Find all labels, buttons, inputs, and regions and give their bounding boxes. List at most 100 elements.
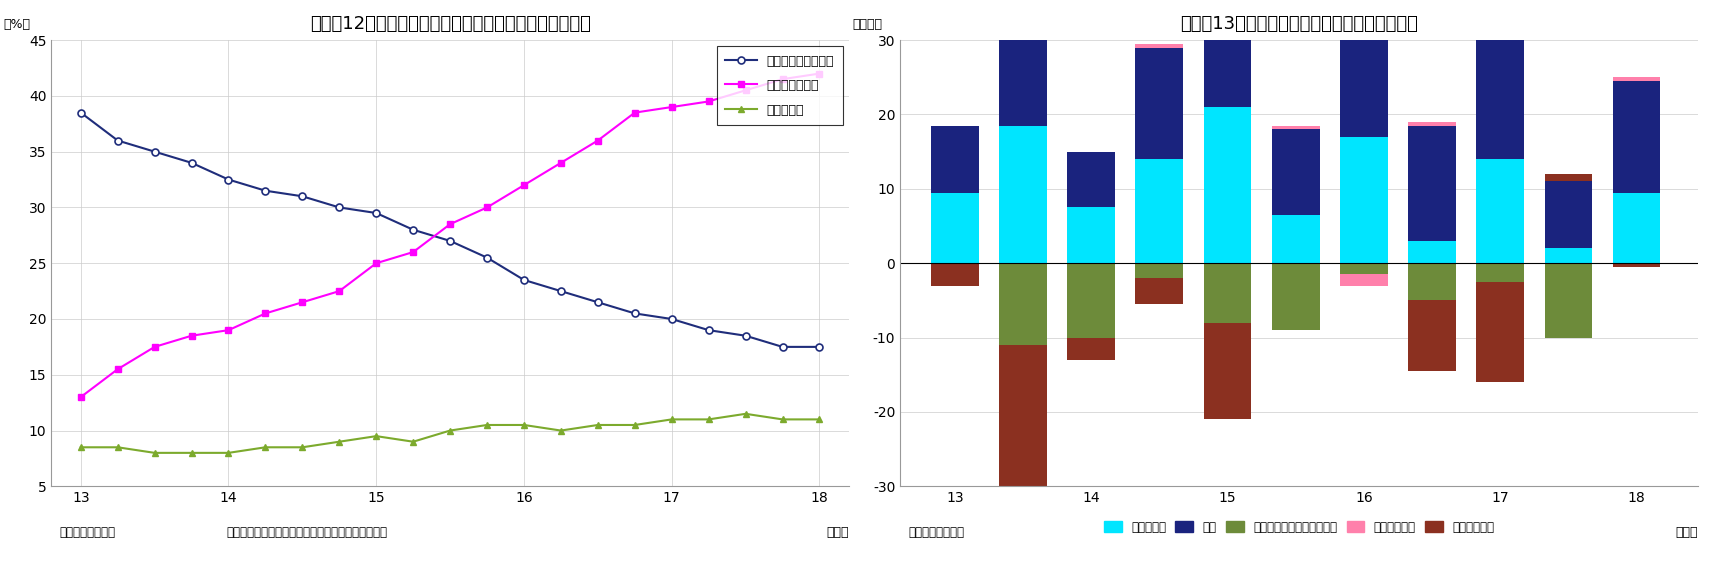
Bar [1271, 215, 1319, 263]
預金取扱機関シェア [514, 276, 534, 283]
Bar [1612, 81, 1660, 193]
預金取扱機関シェア [367, 210, 387, 217]
日本銀行シェア [440, 221, 461, 228]
預金取扱機関シェア [329, 204, 349, 211]
海外シェア [108, 444, 128, 451]
Bar [1136, 159, 1184, 263]
預金取扱機関シェア [476, 254, 497, 261]
日本銀行シェア [218, 326, 238, 333]
預金取扱機関シェア [218, 176, 238, 183]
Bar [1477, 282, 1525, 382]
日本銀行シェア [476, 204, 497, 211]
預金取扱機関シェア [403, 226, 423, 233]
海外シェア [588, 422, 608, 429]
日本銀行シェア [70, 394, 91, 401]
Bar [1545, 248, 1593, 263]
Title: （図表13）国内銀行の資金フロー（主な資産）: （図表13）国内銀行の資金フロー（主な資産） [1180, 15, 1418, 33]
海外シェア [809, 416, 829, 423]
Bar [1408, 263, 1456, 300]
Bar [1136, 47, 1184, 159]
Bar [1340, 274, 1388, 286]
Bar [1408, 122, 1456, 126]
海外シェア [182, 449, 202, 456]
日本銀行シェア [108, 366, 128, 373]
Bar [1067, 338, 1115, 360]
Text: （兆円）: （兆円） [853, 18, 882, 31]
Bar [1067, 152, 1115, 207]
預金取扱機関シェア [293, 193, 313, 200]
Bar [930, 193, 978, 263]
日本銀行シェア [403, 249, 423, 256]
預金取扱機関シェア [182, 159, 202, 166]
日本銀行シェア [367, 260, 387, 267]
海外シェア [773, 416, 793, 423]
Bar [1408, 300, 1456, 371]
Bar [1067, 263, 1115, 338]
預金取扱機関シェア [773, 343, 793, 350]
Bar [1340, 0, 1388, 137]
海外シェア [70, 444, 91, 451]
Bar [1408, 241, 1456, 263]
海外シェア [699, 416, 719, 423]
海外シェア [218, 449, 238, 456]
Bar [1271, 263, 1319, 330]
Bar [1477, 263, 1525, 282]
海外シェア [625, 422, 646, 429]
日本銀行シェア [661, 103, 682, 110]
Line: 日本銀行シェア: 日本銀行シェア [77, 70, 822, 401]
預金取扱機関シェア [70, 109, 91, 116]
預金取扱機関シェア [440, 238, 461, 245]
海外シェア [329, 438, 349, 445]
Bar [1408, 126, 1456, 241]
Bar [1477, 159, 1525, 263]
Text: （注）国債は、国庫短期証券と国債・財投債の合計: （注）国債は、国庫短期証券と国債・財投債の合計 [226, 527, 387, 540]
Line: 海外シェア: 海外シェア [77, 411, 822, 456]
Bar [1271, 129, 1319, 215]
日本銀行シェア [588, 137, 608, 144]
Bar [1340, 263, 1388, 274]
Bar [999, 0, 1047, 126]
Legend: 現金・預金, 貸出, 国債（国庫短期証券含む）, 株式等・投信, 対外証券投資: 現金・預金, 貸出, 国債（国庫短期証券含む）, 株式等・投信, 対外証券投資 [1100, 516, 1499, 538]
預金取扱機関シェア [550, 287, 570, 294]
海外シェア [293, 444, 313, 451]
Line: 預金取扱機関シェア: 預金取扱機関シェア [77, 109, 822, 350]
海外シェア [403, 438, 423, 445]
Bar [1136, 44, 1184, 47]
海外シェア [144, 449, 164, 456]
Bar [1545, 263, 1593, 338]
Legend: 預金取扱機関シェア, 日本銀行シェア, 海外シェア: 預金取扱機関シェア, 日本銀行シェア, 海外シェア [716, 46, 843, 126]
日本銀行シェア [550, 159, 570, 166]
預金取扱機関シェア [625, 310, 646, 317]
預金取扱機関シェア [108, 137, 128, 144]
海外シェア [514, 422, 534, 429]
日本銀行シェア [699, 98, 719, 105]
Bar [1271, 126, 1319, 129]
Bar [999, 126, 1047, 263]
海外シェア [476, 422, 497, 429]
Text: （資料）日本銀行: （資料）日本銀行 [60, 527, 115, 540]
預金取扱機関シェア [809, 343, 829, 350]
日本銀行シェア [144, 343, 164, 350]
日本銀行シェア [182, 332, 202, 339]
Text: （資料）日本銀行: （資料）日本銀行 [908, 527, 964, 540]
Bar [1545, 182, 1593, 248]
Bar [1612, 263, 1660, 267]
Bar [1136, 263, 1184, 278]
海外シェア [550, 427, 570, 434]
海外シェア [255, 444, 276, 451]
預金取扱機関シェア [144, 148, 164, 155]
Bar [999, 345, 1047, 493]
預金取扱機関シェア [699, 326, 719, 333]
Bar [930, 263, 978, 286]
Bar [1612, 193, 1660, 263]
日本銀行シェア [809, 70, 829, 77]
Bar [1136, 278, 1184, 304]
預金取扱機関シェア [661, 315, 682, 322]
Text: （年）: （年） [826, 527, 850, 540]
Bar [999, 263, 1047, 345]
預金取扱機関シェア [735, 332, 755, 339]
Bar [1204, 0, 1252, 107]
日本銀行シェア [514, 182, 534, 189]
Bar [1204, 323, 1252, 419]
日本銀行シェア [773, 76, 793, 83]
